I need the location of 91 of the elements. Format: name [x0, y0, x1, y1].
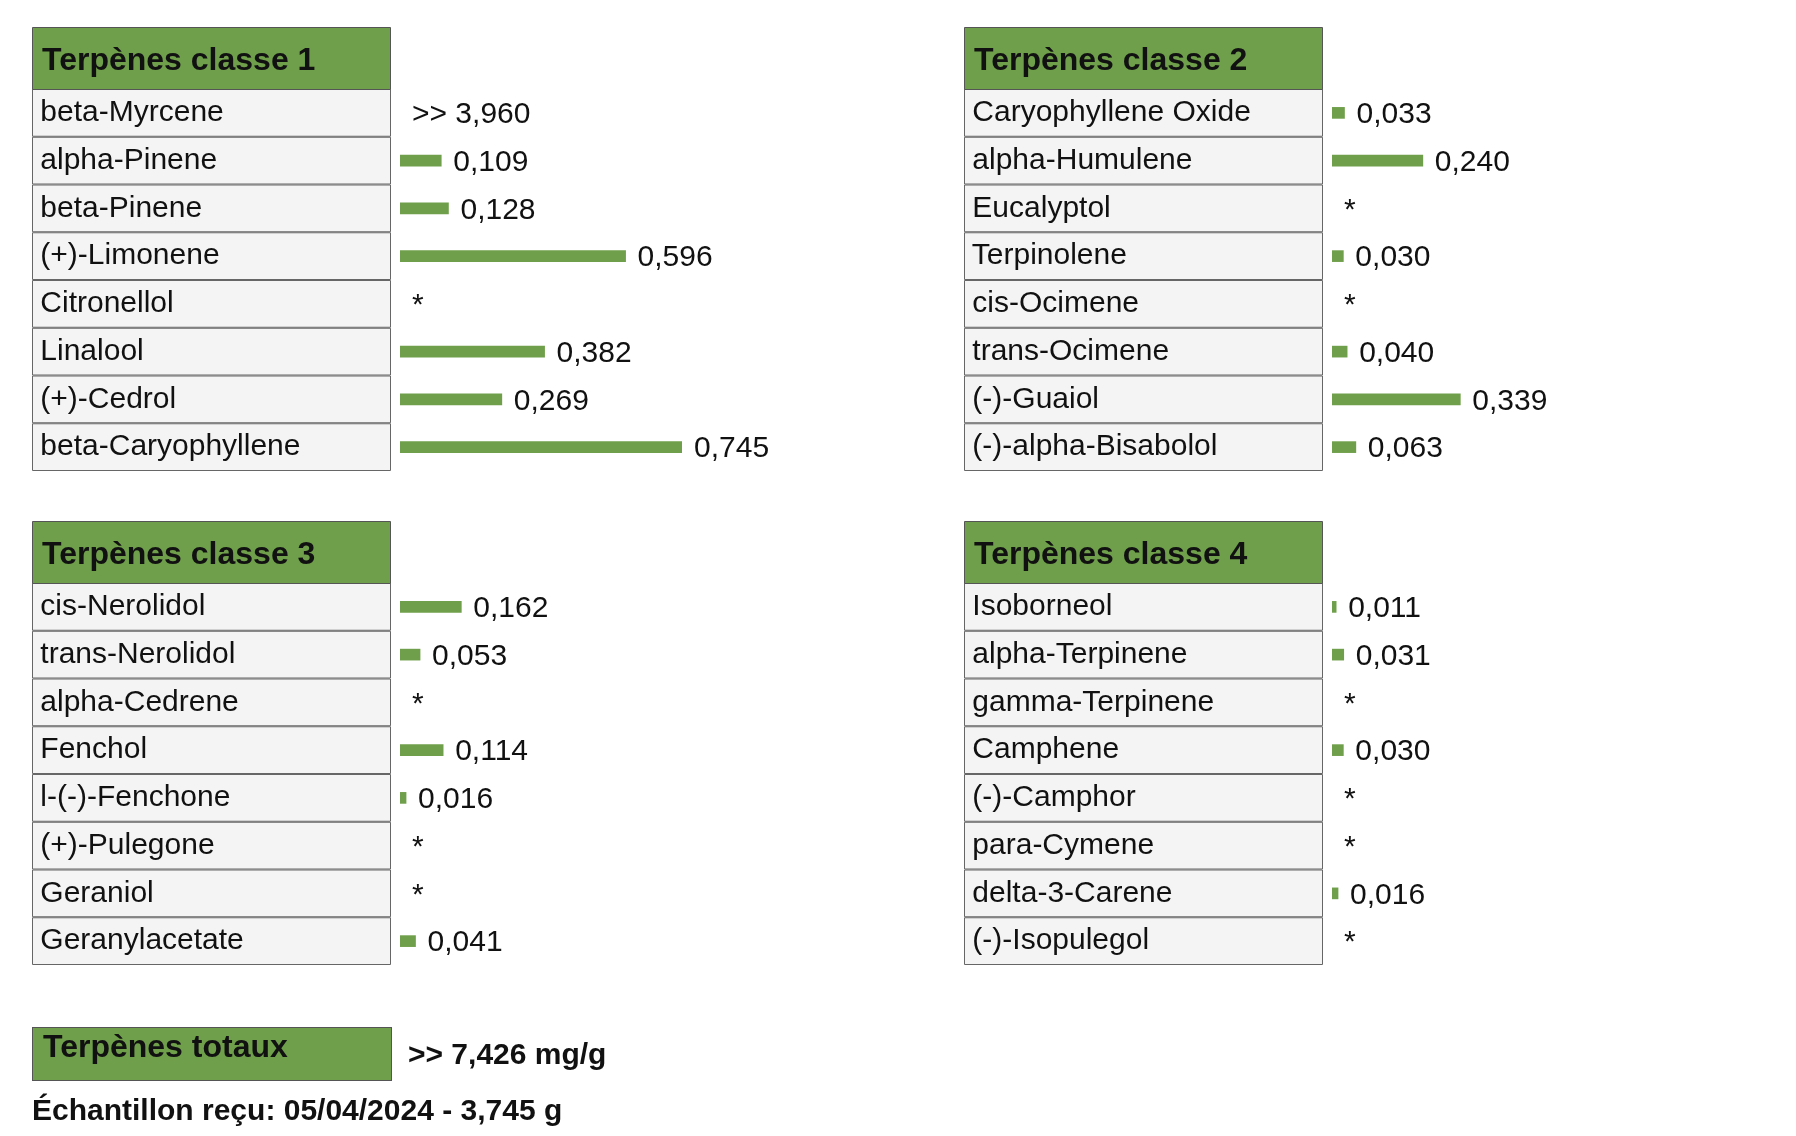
y-tick-label: (+)-Pulegone: [32, 826, 215, 860]
bar: [400, 601, 462, 613]
y-tick-label: alpha-Pinene: [32, 141, 218, 175]
data-label: 0,053: [432, 637, 508, 671]
data-label: 0,240: [1434, 143, 1510, 177]
bar: [1332, 744, 1344, 756]
text: *: [1344, 191, 1356, 225]
data-label: 0,041: [427, 924, 503, 958]
y-tick-label: cis-Ocimene: [964, 285, 1140, 319]
chart-title: Terpènes classe 4: [974, 534, 1248, 571]
y-tick-label: Eucalyptol: [964, 189, 1111, 223]
y-tick-label: alpha-Terpinene: [964, 635, 1188, 669]
bar: [1332, 441, 1357, 453]
data-label: 0,011: [1348, 590, 1422, 624]
bar: [1332, 107, 1345, 119]
bar: [1332, 648, 1345, 661]
data-label: 0,030: [1355, 733, 1431, 767]
y-tick-label: para-Cymene: [964, 826, 1155, 860]
y-tick-label: (-)-Isopulegol: [964, 922, 1150, 956]
text: >> 3,960: [412, 96, 531, 130]
data-label: 0,016: [1350, 876, 1426, 910]
y-tick-label: (-)-alpha-Bisabolol: [964, 428, 1218, 462]
y-tick-label: Geraniol: [32, 874, 154, 908]
y-tick-label: delta-3-Carene: [964, 874, 1173, 908]
chart-title: Terpènes classe 2: [974, 40, 1248, 77]
text: *: [1344, 685, 1356, 719]
y-tick-label: (+)-Cedrol: [32, 380, 177, 414]
y-tick-label: cis-Nerolidol: [32, 588, 206, 622]
text: *: [1344, 924, 1356, 958]
y-tick-label: Linalool: [32, 332, 144, 366]
bar: [1332, 250, 1344, 262]
data-label: 0,128: [460, 191, 536, 225]
text: *: [1344, 781, 1356, 815]
data-label: 0,031: [1355, 637, 1431, 671]
chart-title: Terpènes classe 1: [42, 40, 316, 77]
data-label: 0,109: [453, 143, 529, 177]
bar: [400, 935, 416, 947]
data-label: 0,596: [637, 239, 713, 273]
data-label: 0,745: [694, 430, 770, 464]
data-label: 0,063: [1367, 430, 1443, 464]
y-tick-label: (+)-Limonene: [32, 237, 220, 271]
bar: [400, 393, 503, 406]
y-tick-label: Geranylacetate: [32, 922, 244, 956]
chart-title: Terpènes classe 3: [42, 534, 316, 571]
text: *: [412, 828, 424, 862]
y-tick-label: trans-Nerolidol: [32, 635, 236, 669]
bar: [400, 345, 545, 358]
bar: [1332, 154, 1424, 167]
y-tick-label: (-)-Camphor: [964, 779, 1136, 813]
text: *: [412, 685, 424, 719]
y-tick-label: Terpinolene: [964, 237, 1127, 271]
bar: [400, 648, 421, 661]
bar: [400, 441, 682, 453]
y-tick-label: alpha-Humulene: [964, 141, 1193, 175]
y-tick-label: (-)-Guaiol: [964, 380, 1100, 414]
data-label: 0,382: [556, 334, 632, 368]
bar: [400, 250, 626, 262]
bar: [400, 202, 449, 215]
y-tick-label: Citronellol: [32, 285, 174, 319]
y-tick-label: gamma-Terpinene: [964, 683, 1215, 717]
text: Échantillon reçu: 05/04/2024 - 3,745 g: [32, 1093, 564, 1127]
y-tick-label: Camphene: [964, 731, 1120, 765]
data-label: 0,030: [1355, 239, 1431, 273]
data-label: 0,339: [1472, 382, 1548, 416]
y-tick-label: beta-Caryophyllene: [32, 428, 301, 462]
text: Terpènes totaux: [32, 1027, 392, 1081]
text: *: [412, 876, 424, 910]
data-label: 0,269: [513, 382, 589, 416]
data-label: 0,040: [1359, 334, 1435, 368]
bar: [1332, 393, 1461, 406]
y-tick-label: Caryophyllene Oxide: [964, 94, 1251, 128]
data-label: 0,033: [1356, 96, 1432, 130]
y-tick-label: trans-Ocimene: [964, 332, 1170, 366]
text: *: [1344, 287, 1356, 321]
text: *: [412, 287, 424, 321]
y-tick-label: alpha-Cedrene: [32, 683, 239, 717]
bar: [1332, 345, 1348, 358]
y-tick-label: Isoborneol: [964, 588, 1113, 622]
bar: [400, 154, 442, 167]
y-tick-label: beta-Myrcene: [32, 94, 224, 128]
y-tick-label: Fenchol: [32, 731, 148, 765]
data-label: 0,114: [455, 733, 529, 767]
text: *: [1344, 828, 1356, 862]
text: >> 7,426 mg/g: [408, 1037, 607, 1071]
data-label: 0,016: [418, 781, 494, 815]
y-tick-label: beta-Pinene: [32, 189, 203, 223]
bar: [400, 792, 407, 804]
bar: [400, 744, 444, 756]
bar: [1332, 601, 1337, 613]
y-tick-label: l-(-)-Fenchone: [32, 779, 231, 813]
data-label: 0,162: [473, 590, 549, 624]
